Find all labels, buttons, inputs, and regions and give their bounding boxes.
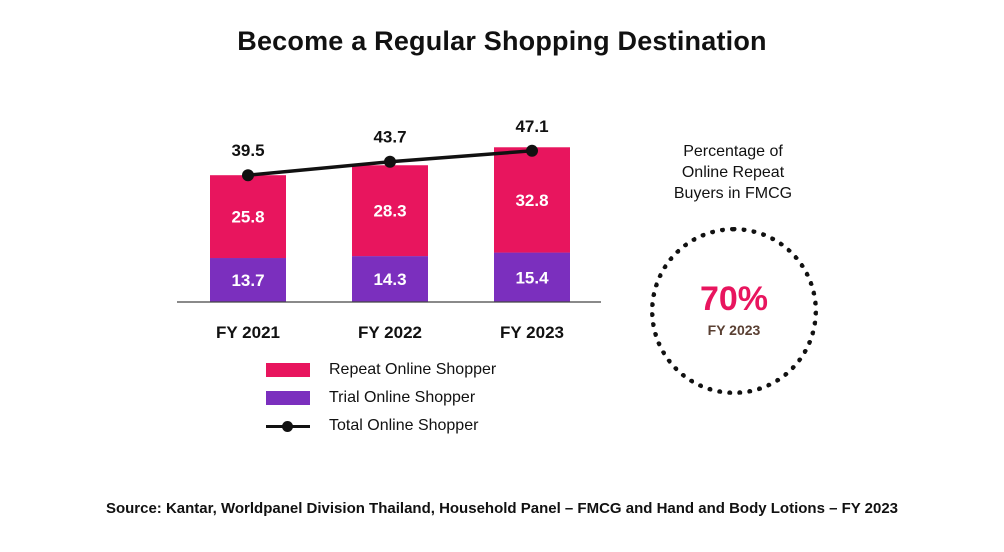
kpi-subtitle: FY 2023	[707, 322, 761, 338]
bar-repeat-online-shopper-fy-2023	[494, 147, 570, 253]
kpi-dotted-ring	[650, 227, 818, 395]
total-value-label: 39.5	[231, 141, 264, 160]
x-tick-label: FY 2021	[216, 323, 280, 342]
total-value-label: 47.1	[515, 117, 548, 136]
legend-item-repeat: Repeat Online Shopper	[266, 356, 496, 384]
kpi-value: 70%	[699, 280, 769, 318]
x-tick-label: FY 2023	[500, 323, 564, 342]
kpi-caption: Percentage of Online Repeat Buyers in FM…	[640, 141, 826, 204]
bar-repeat-online-shopper-fy-2021	[210, 175, 286, 259]
legend-label-total: Total Online Shopper	[329, 417, 479, 434]
legend-swatch-trial	[266, 391, 310, 405]
total-value-label: 43.7	[373, 128, 406, 147]
total-point	[526, 144, 538, 157]
bar-value-label: 15.4	[515, 268, 549, 287]
total-point	[384, 155, 396, 168]
legend-item-total: Total Online Shopper	[266, 412, 496, 440]
bar-trial-online-shopper-fy-2021	[210, 258, 286, 302]
legend-label-repeat: Repeat Online Shopper	[329, 361, 497, 378]
bar-value-label: 14.3	[373, 270, 406, 289]
legend-swatch-repeat	[266, 363, 310, 377]
kpi-caption-line: Buyers in FMCG	[673, 185, 793, 202]
legend-line-marker-icon	[266, 419, 310, 433]
bar-repeat-online-shopper-fy-2022	[352, 165, 428, 257]
kpi-caption-line: Online Repeat	[681, 164, 785, 181]
bar-value-label: 28.3	[373, 202, 406, 221]
legend-item-trial: Trial Online Shopper	[266, 384, 496, 412]
bar-value-label: 13.7	[231, 271, 264, 290]
legend: Repeat Online Shopper Trial Online Shopp…	[266, 356, 496, 440]
bar-trial-online-shopper-fy-2023	[494, 252, 570, 302]
total-point	[242, 169, 254, 182]
legend-label-trial: Trial Online Shopper	[329, 389, 476, 406]
kpi-caption-line: Percentage of	[683, 143, 783, 160]
bar-trial-online-shopper-fy-2022	[352, 256, 428, 302]
bar-value-label: 32.8	[515, 191, 548, 210]
x-tick-label: FY 2022	[358, 323, 422, 342]
page-title: Become a Regular Shopping Destination	[237, 26, 767, 56]
bar-value-label: 25.8	[231, 208, 264, 227]
source-note: Source: Kantar, Worldpanel Division Thai…	[105, 500, 899, 517]
